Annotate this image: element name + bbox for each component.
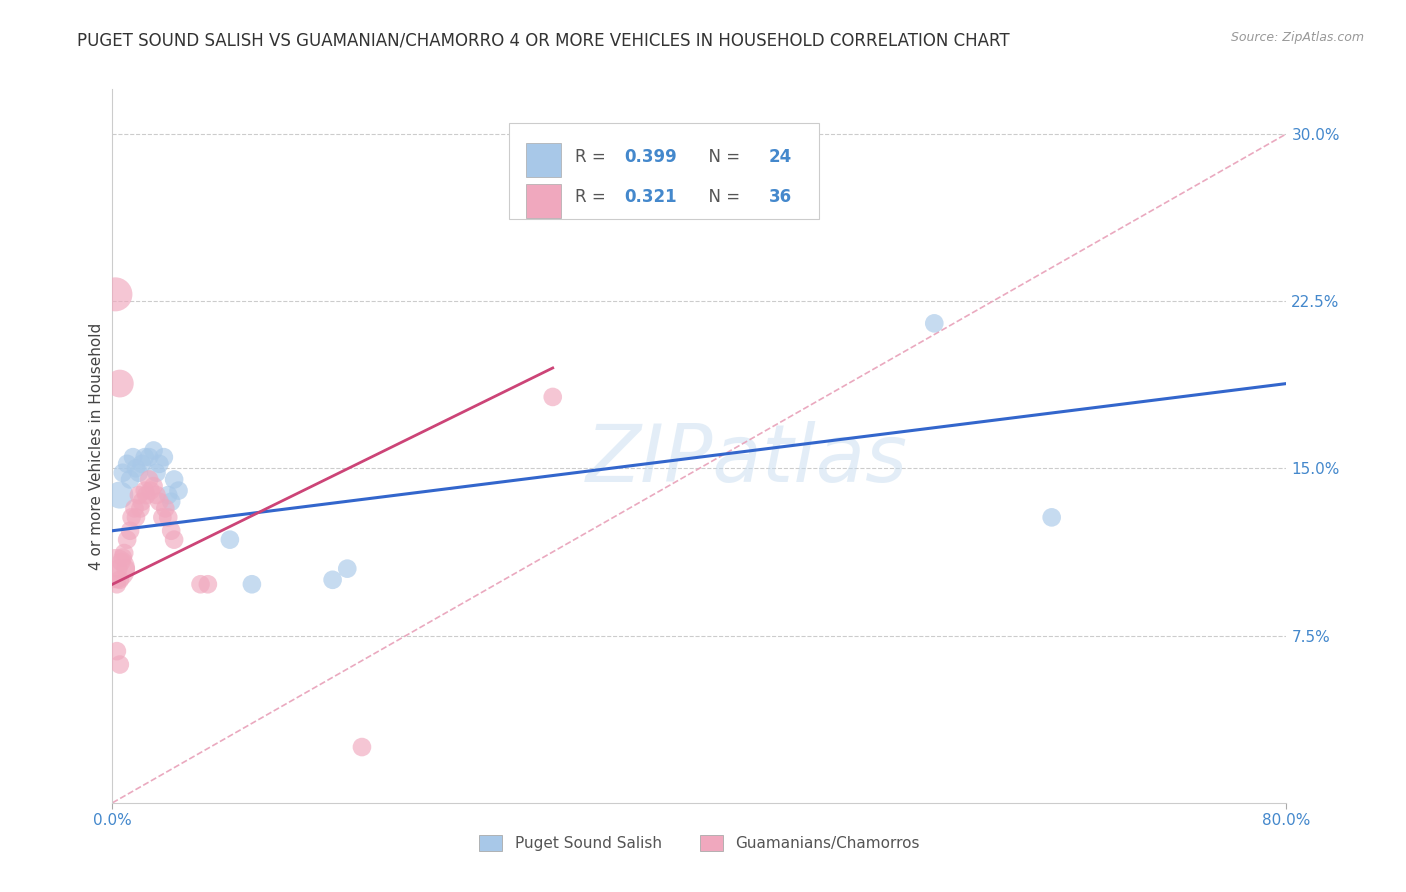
- Point: [160, 494, 183, 508]
- Point: [110, 555, 132, 569]
- Point: [125, 510, 148, 524]
- Text: R =: R =: [575, 188, 612, 206]
- Point: [139, 483, 162, 498]
- Y-axis label: 4 or more Vehicles in Household: 4 or more Vehicles in Household: [89, 322, 104, 570]
- Point: [104, 287, 127, 301]
- Point: [105, 577, 128, 591]
- Point: [148, 457, 170, 471]
- Point: [125, 461, 148, 475]
- Point: [105, 644, 128, 658]
- Point: [134, 483, 156, 498]
- FancyBboxPatch shape: [509, 123, 820, 219]
- Point: [163, 533, 186, 547]
- Point: [163, 473, 186, 487]
- Point: [157, 488, 180, 502]
- Point: [150, 510, 173, 524]
- Point: [131, 457, 153, 471]
- Point: [120, 524, 142, 538]
- Point: [190, 577, 212, 591]
- Point: [114, 562, 136, 576]
- Text: Source: ZipAtlas.com: Source: ZipAtlas.com: [1230, 31, 1364, 45]
- Text: 0.321: 0.321: [624, 188, 676, 206]
- Text: PUGET SOUND SALISH VS GUAMANIAN/CHAMORRO 4 OR MORE VEHICLES IN HOUSEHOLD CORRELA: PUGET SOUND SALISH VS GUAMANIAN/CHAMORRO…: [77, 31, 1010, 49]
- Point: [157, 510, 180, 524]
- Point: [120, 473, 142, 487]
- Point: [350, 740, 373, 755]
- Point: [111, 466, 134, 480]
- Point: [124, 501, 146, 516]
- Text: N =: N =: [699, 147, 745, 166]
- Point: [1040, 510, 1063, 524]
- Point: [104, 562, 127, 576]
- Point: [128, 466, 150, 480]
- Point: [148, 494, 170, 508]
- Bar: [526, 184, 561, 218]
- Point: [197, 577, 219, 591]
- Point: [108, 657, 131, 672]
- Point: [128, 488, 150, 502]
- Point: [138, 473, 160, 487]
- Point: [107, 562, 129, 576]
- Point: [541, 390, 564, 404]
- Legend: Puget Sound Salish, Guamanians/Chamorros: Puget Sound Salish, Guamanians/Chamorros: [475, 830, 924, 855]
- Text: 36: 36: [769, 188, 792, 206]
- Text: ZIPatlas: ZIPatlas: [585, 421, 907, 500]
- Point: [322, 573, 344, 587]
- Bar: [526, 143, 561, 178]
- Point: [153, 450, 176, 464]
- Point: [121, 510, 143, 524]
- Point: [145, 466, 167, 480]
- Point: [138, 450, 160, 464]
- Point: [924, 316, 946, 330]
- Point: [336, 562, 359, 576]
- Text: N =: N =: [699, 188, 745, 206]
- Text: R =: R =: [575, 147, 612, 166]
- Point: [115, 457, 138, 471]
- Point: [135, 488, 157, 502]
- Point: [134, 450, 156, 464]
- Point: [145, 488, 167, 502]
- Point: [122, 450, 145, 464]
- Point: [142, 479, 165, 493]
- Point: [108, 488, 131, 502]
- Point: [160, 524, 183, 538]
- Point: [115, 533, 138, 547]
- Point: [240, 577, 263, 591]
- Point: [142, 443, 165, 458]
- Point: [108, 573, 131, 587]
- Text: 24: 24: [769, 147, 792, 166]
- Point: [167, 483, 190, 498]
- Point: [131, 494, 153, 508]
- Text: 0.399: 0.399: [624, 147, 678, 166]
- Point: [108, 376, 131, 391]
- Point: [111, 550, 134, 565]
- Point: [155, 501, 177, 516]
- Point: [129, 501, 152, 516]
- Point: [112, 546, 135, 560]
- Point: [219, 533, 242, 547]
